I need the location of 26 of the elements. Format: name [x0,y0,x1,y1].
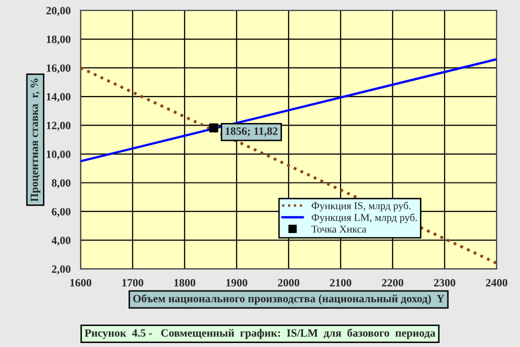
x-tick-label: 1600 [70,278,92,286]
x-tick-label: 1800 [174,278,196,286]
legend-label: Функция LM, млрд руб. [312,213,417,224]
x-axis-title: Объем национального производства (национальный доход) Y [133,294,444,305]
y-tick-label: 2,00 [52,265,70,274]
x-tick-label: 2200 [382,278,404,286]
y-tick-label: 12,00 [46,122,70,131]
y-tick-label: 18,00 [46,36,70,45]
x-tick-label: 2100 [330,278,352,286]
legend-label: Функция IS, млрд руб. [312,202,410,212]
y-tick-label: 8,00 [52,179,70,188]
x-tick-label: 1700 [122,278,144,286]
y-tick-label: 16,00 [46,64,70,74]
y-tick-label: 4,00 [52,236,70,246]
y-tick-label: 14,00 [46,93,70,102]
y-tick-label: 6,00 [52,208,70,218]
legend-label: Точка Хикса [311,226,366,233]
annotation: 1856; 11,82 [226,127,278,136]
x-tick-label: 2000 [278,278,300,286]
y-tick-label: 20,00 [46,6,70,16]
text: Рисунок 4.5 - Совмещенный график: IS/LM для базового периода [84,328,436,339]
x-tick-label: 2400 [486,278,508,286]
x-tick-label: 1900 [226,278,248,286]
y-tick-label: 10,00 [46,150,70,160]
x-tick-label: 2300 [434,278,456,286]
y-axis-title: Процентная ставка r, % [30,78,40,202]
